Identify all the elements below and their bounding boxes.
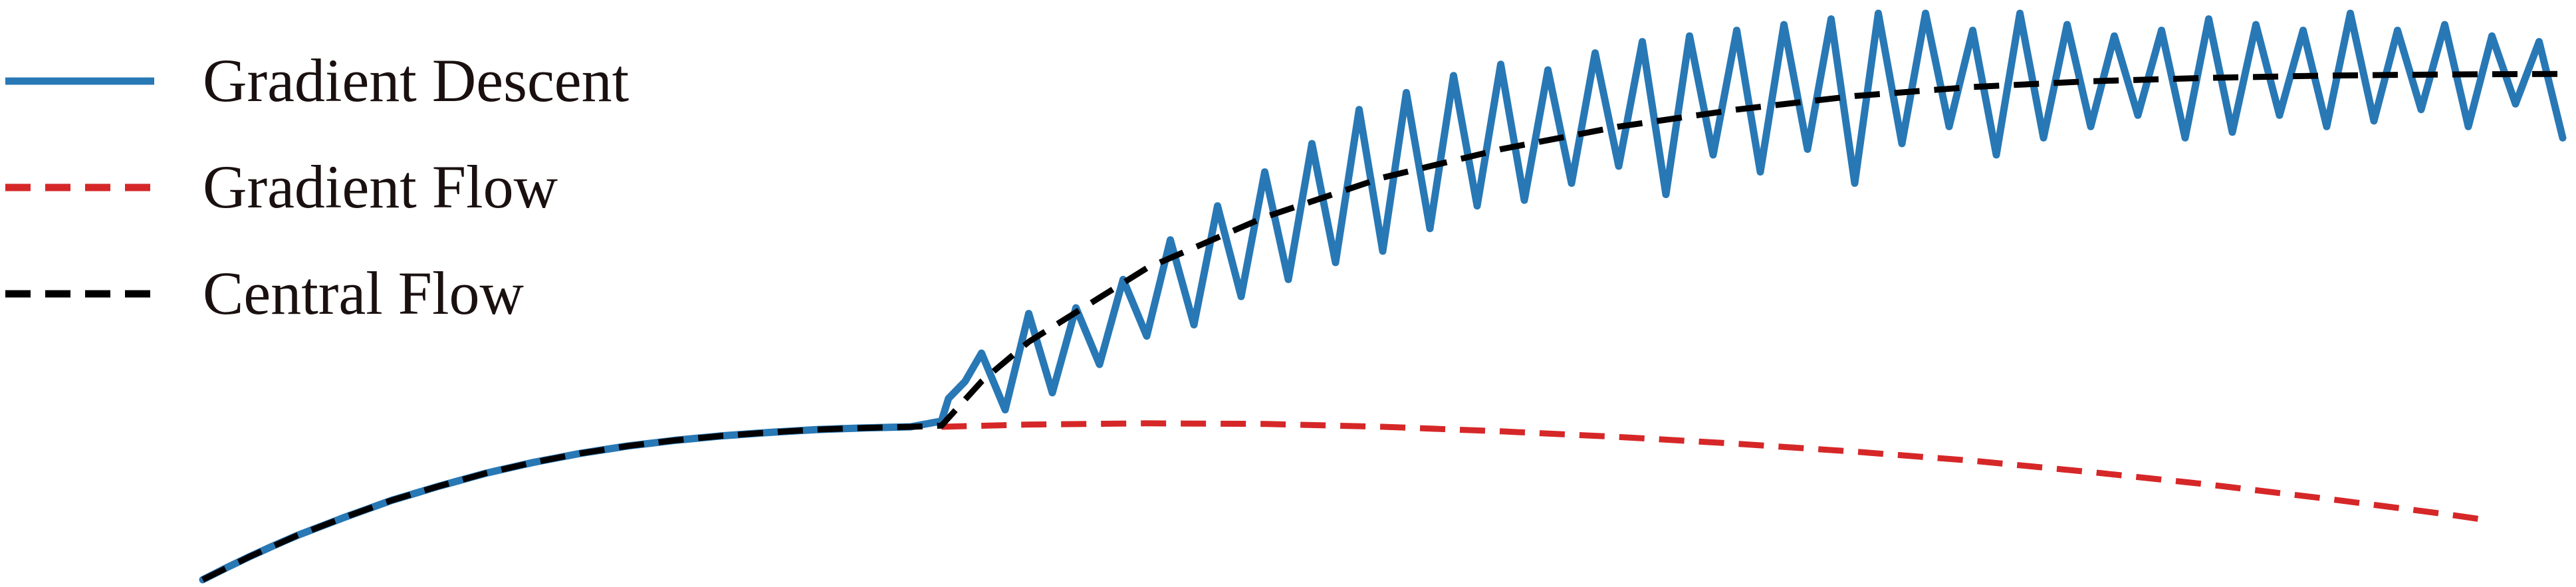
legend: Gradient Descent Gradient Flow Central Flo…	[5, 47, 630, 327]
series-line-gradient-flow	[941, 420, 2493, 524]
legend-label: Gradient Flow	[203, 153, 558, 221]
legend-item-gradient-flow: Gradient Flow	[5, 153, 558, 221]
series-line-central-flow	[201, 70, 2563, 583]
legend-label: Central Flow	[203, 259, 525, 327]
legend-item-central-flow: Central Flow	[5, 259, 525, 327]
series-layer	[199, 9, 2567, 584]
legend-item-gradient-descent: Gradient Descent	[5, 47, 630, 114]
legend-label: Gradient Descent	[203, 47, 630, 114]
